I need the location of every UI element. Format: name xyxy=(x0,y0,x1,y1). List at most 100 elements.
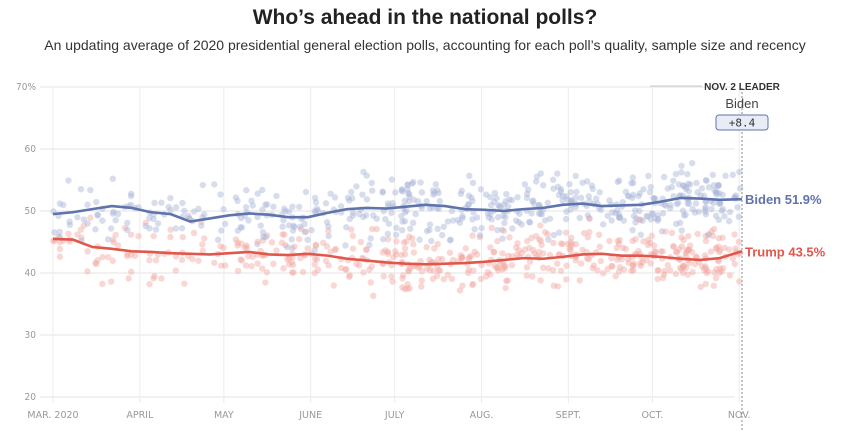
biden-poll-dot xyxy=(297,223,304,230)
biden-poll-dot xyxy=(165,203,172,211)
trump-poll-dot xyxy=(579,246,586,254)
biden-poll-dot xyxy=(685,188,693,195)
trump-poll-dot xyxy=(679,269,687,277)
trump-poll-dot xyxy=(477,275,485,283)
trump-poll-dot xyxy=(288,259,295,266)
trump-poll-dot xyxy=(613,244,620,252)
biden-poll-dot xyxy=(586,215,593,222)
biden-poll-dot xyxy=(220,206,227,213)
trump-poll-dot xyxy=(615,268,623,275)
biden-poll-dot xyxy=(199,181,207,189)
trump-poll-dot xyxy=(494,237,501,245)
biden-poll-dot xyxy=(447,236,454,243)
trump-poll-dot xyxy=(268,239,276,246)
biden-poll-dot xyxy=(414,198,422,205)
biden-poll-dot xyxy=(583,178,591,185)
biden-poll-dot xyxy=(217,191,224,198)
trump-poll-dot xyxy=(557,267,565,275)
trump-poll-dot xyxy=(392,248,399,255)
trump-poll-dot xyxy=(584,234,592,241)
trump-poll-dot xyxy=(537,277,544,284)
trump-poll-dot xyxy=(540,264,547,271)
trump-poll-dot xyxy=(259,265,266,272)
biden-poll-dot xyxy=(406,191,413,198)
trump-poll-dot xyxy=(426,266,434,274)
trump-poll-dot xyxy=(655,267,662,274)
biden-poll-dot xyxy=(360,168,367,176)
trump-poll-dot xyxy=(659,248,666,255)
trump-poll-dot xyxy=(697,283,704,291)
trump-poll-dot xyxy=(125,275,132,282)
biden-poll-dot xyxy=(576,214,583,222)
trump-poll-dot xyxy=(568,234,575,241)
biden-poll-dot xyxy=(554,183,562,191)
biden-poll-dot xyxy=(678,227,685,234)
trump-poll-dot xyxy=(440,275,447,283)
biden-poll-dot xyxy=(476,232,484,239)
biden-poll-dot xyxy=(521,181,529,188)
biden-poll-dot xyxy=(346,197,353,204)
trump-poll-dot xyxy=(581,229,588,237)
biden-poll-dot xyxy=(327,190,334,197)
trump-poll-dot xyxy=(679,263,687,271)
biden-poll-dot xyxy=(405,189,412,197)
trump-poll-dot xyxy=(337,264,345,272)
biden-poll-dot xyxy=(370,212,377,219)
trump-poll-dot xyxy=(541,228,549,236)
trump-poll-dot xyxy=(459,253,466,261)
biden-poll-dot xyxy=(237,214,245,222)
biden-poll-dot xyxy=(557,188,565,195)
trump-poll-dot xyxy=(238,257,246,264)
biden-poll-dot xyxy=(167,206,174,214)
trump-poll-dot xyxy=(654,275,661,283)
biden-poll-dot xyxy=(680,182,687,189)
biden-poll-dot xyxy=(715,216,723,223)
biden-poll-dot xyxy=(647,216,655,223)
trump-poll-dot xyxy=(710,225,718,233)
x-tick-label: NOV. xyxy=(728,410,751,421)
biden-poll-dot xyxy=(74,214,81,221)
trump-poll-dot xyxy=(719,234,726,241)
biden-poll-dot xyxy=(589,185,597,193)
biden-poll-dot xyxy=(349,209,357,216)
trump-poll-dot xyxy=(662,228,669,235)
trump-poll-dot xyxy=(449,256,457,264)
trump-poll-dot xyxy=(622,245,630,253)
trump-poll-dot xyxy=(585,256,592,263)
biden-poll-dot xyxy=(343,224,350,231)
biden-poll-dot xyxy=(646,188,654,196)
biden-poll-dot xyxy=(631,207,639,214)
biden-poll-dot xyxy=(678,169,685,176)
biden-poll-dot xyxy=(356,210,363,218)
biden-poll-dot xyxy=(363,196,371,203)
biden-poll-dot xyxy=(181,207,188,214)
biden-poll-dot xyxy=(541,217,549,224)
trump-poll-dot xyxy=(332,245,340,253)
trump-poll-dot xyxy=(107,278,115,285)
trump-poll-dot xyxy=(670,243,677,250)
biden-poll-dot xyxy=(725,217,733,225)
trump-poll-dot xyxy=(549,267,557,274)
trump-poll-dot xyxy=(576,277,583,284)
trump-poll-dot xyxy=(370,292,377,300)
trump-poll-dot xyxy=(232,236,240,243)
trump-poll-dot xyxy=(590,262,598,269)
biden-poll-dot xyxy=(304,236,311,243)
trump-poll-dot xyxy=(146,256,153,264)
trump-poll-dot xyxy=(554,283,562,290)
trump-poll-dot xyxy=(615,240,623,248)
biden-poll-dot xyxy=(719,206,727,213)
biden-poll-dot xyxy=(401,209,409,216)
trump-poll-dot xyxy=(657,248,665,255)
trump-poll-dot xyxy=(716,265,724,272)
trump-poll-dot xyxy=(405,268,412,275)
biden-poll-dot xyxy=(259,206,266,213)
biden-poll-dot xyxy=(211,181,218,188)
biden-poll-dot xyxy=(695,208,703,215)
biden-poll-dot xyxy=(662,202,669,209)
trump-poll-dot xyxy=(735,238,743,246)
trump-poll-dot xyxy=(282,241,289,249)
biden-poll-dot xyxy=(666,204,674,212)
biden-poll-dot xyxy=(509,225,516,232)
trump-poll-dot xyxy=(523,237,531,245)
